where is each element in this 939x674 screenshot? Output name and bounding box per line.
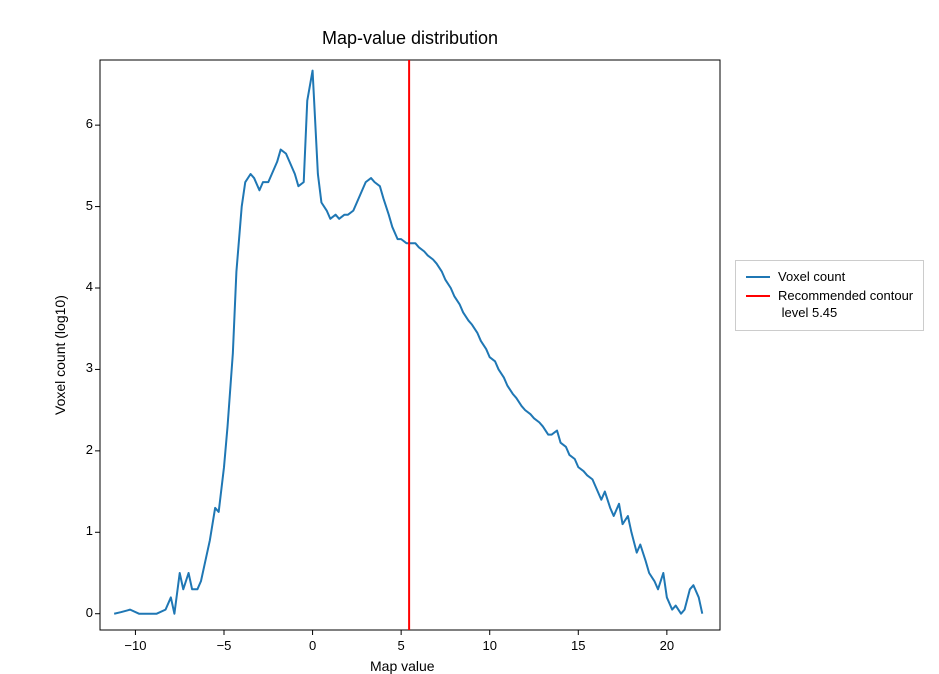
legend-row: Voxel count — [746, 269, 913, 286]
legend-swatch — [746, 295, 770, 297]
x-tick-label: 10 — [475, 638, 505, 653]
y-tick-label: 3 — [75, 360, 93, 375]
y-tick-label: 1 — [75, 523, 93, 538]
x-tick-label: −10 — [120, 638, 150, 653]
chart-container: Map-value distribution Map value Voxel c… — [80, 20, 730, 645]
y-tick-label: 2 — [75, 442, 93, 457]
x-tick-label: 20 — [652, 638, 682, 653]
x-tick-label: 0 — [298, 638, 328, 653]
x-tick-label: −5 — [209, 638, 239, 653]
legend: Voxel count Recommended contour level 5.4… — [735, 260, 924, 331]
y-axis-label: Voxel count (log10) — [52, 295, 68, 415]
legend-label: Voxel count — [778, 269, 845, 286]
x-axis-label: Map value — [370, 658, 435, 674]
y-tick-label: 6 — [75, 116, 93, 131]
chart-svg — [80, 20, 730, 640]
x-tick-label: 15 — [563, 638, 593, 653]
x-tick-label: 5 — [386, 638, 416, 653]
legend-row: Recommended contour level 5.45 — [746, 288, 913, 322]
y-tick-label: 5 — [75, 198, 93, 213]
legend-label: Recommended contour level 5.45 — [778, 288, 913, 322]
chart-title: Map-value distribution — [300, 28, 520, 49]
y-tick-label: 0 — [75, 605, 93, 620]
y-tick-label: 4 — [75, 279, 93, 294]
legend-swatch — [746, 276, 770, 278]
